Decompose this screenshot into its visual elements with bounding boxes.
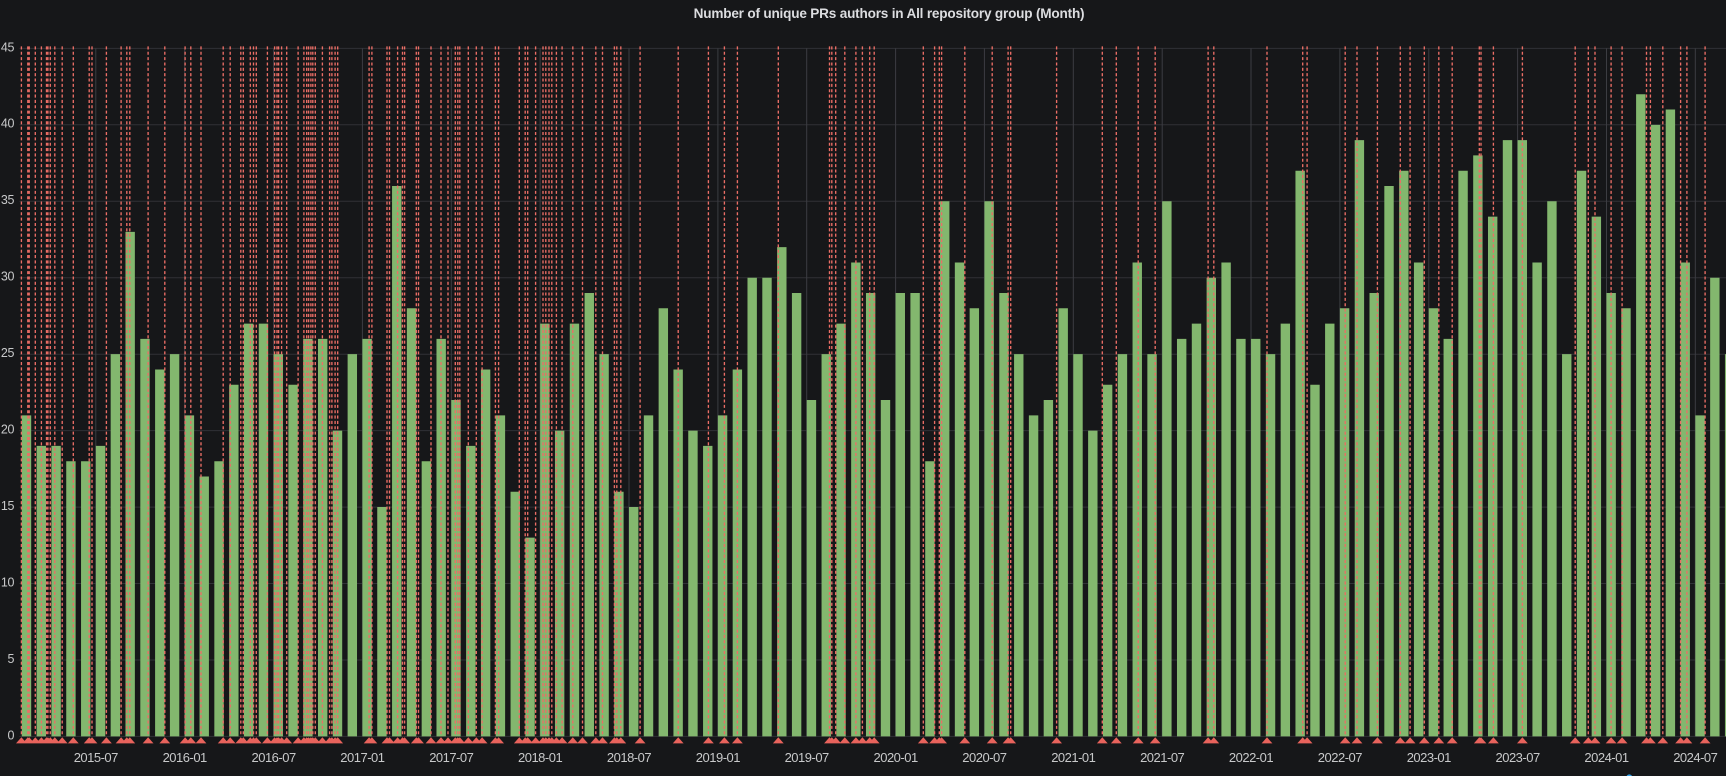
svg-text:5: 5: [7, 652, 14, 666]
svg-text:2015-07: 2015-07: [74, 750, 118, 765]
svg-text:10: 10: [1, 575, 15, 589]
svg-text:2022-07: 2022-07: [1318, 750, 1362, 765]
svg-text:2019-07: 2019-07: [785, 750, 829, 765]
svg-text:45: 45: [1, 40, 15, 54]
svg-text:30: 30: [1, 270, 15, 284]
svg-text:2020-07: 2020-07: [962, 750, 1006, 765]
svg-text:2022-01: 2022-01: [1229, 750, 1273, 765]
svg-text:2018-07: 2018-07: [607, 750, 651, 765]
svg-text:0: 0: [7, 728, 14, 742]
svg-text:2016-07: 2016-07: [251, 750, 295, 765]
svg-text:2023-01: 2023-01: [1407, 750, 1451, 765]
svg-text:20: 20: [1, 423, 15, 437]
svg-text:2023-07: 2023-07: [1495, 750, 1539, 765]
svg-text:2021-07: 2021-07: [1140, 750, 1184, 765]
svg-text:2024-01: 2024-01: [1584, 750, 1628, 765]
svg-text:40: 40: [1, 117, 15, 131]
svg-text:2016-01: 2016-01: [163, 750, 207, 765]
svg-text:2018-01: 2018-01: [518, 750, 562, 765]
svg-text:Number of unique PRs authors i: Number of unique PRs authors in All repo…: [694, 6, 1085, 21]
svg-text:35: 35: [1, 193, 15, 207]
svg-text:2024-07: 2024-07: [1673, 750, 1717, 765]
svg-text:2019-01: 2019-01: [696, 750, 740, 765]
svg-text:25: 25: [1, 346, 15, 360]
svg-text:2021-01: 2021-01: [1051, 750, 1095, 765]
svg-text:2017-07: 2017-07: [429, 750, 473, 765]
svg-text:15: 15: [1, 499, 15, 513]
svg-text:2017-01: 2017-01: [340, 750, 384, 765]
svg-text:2020-01: 2020-01: [873, 750, 917, 765]
